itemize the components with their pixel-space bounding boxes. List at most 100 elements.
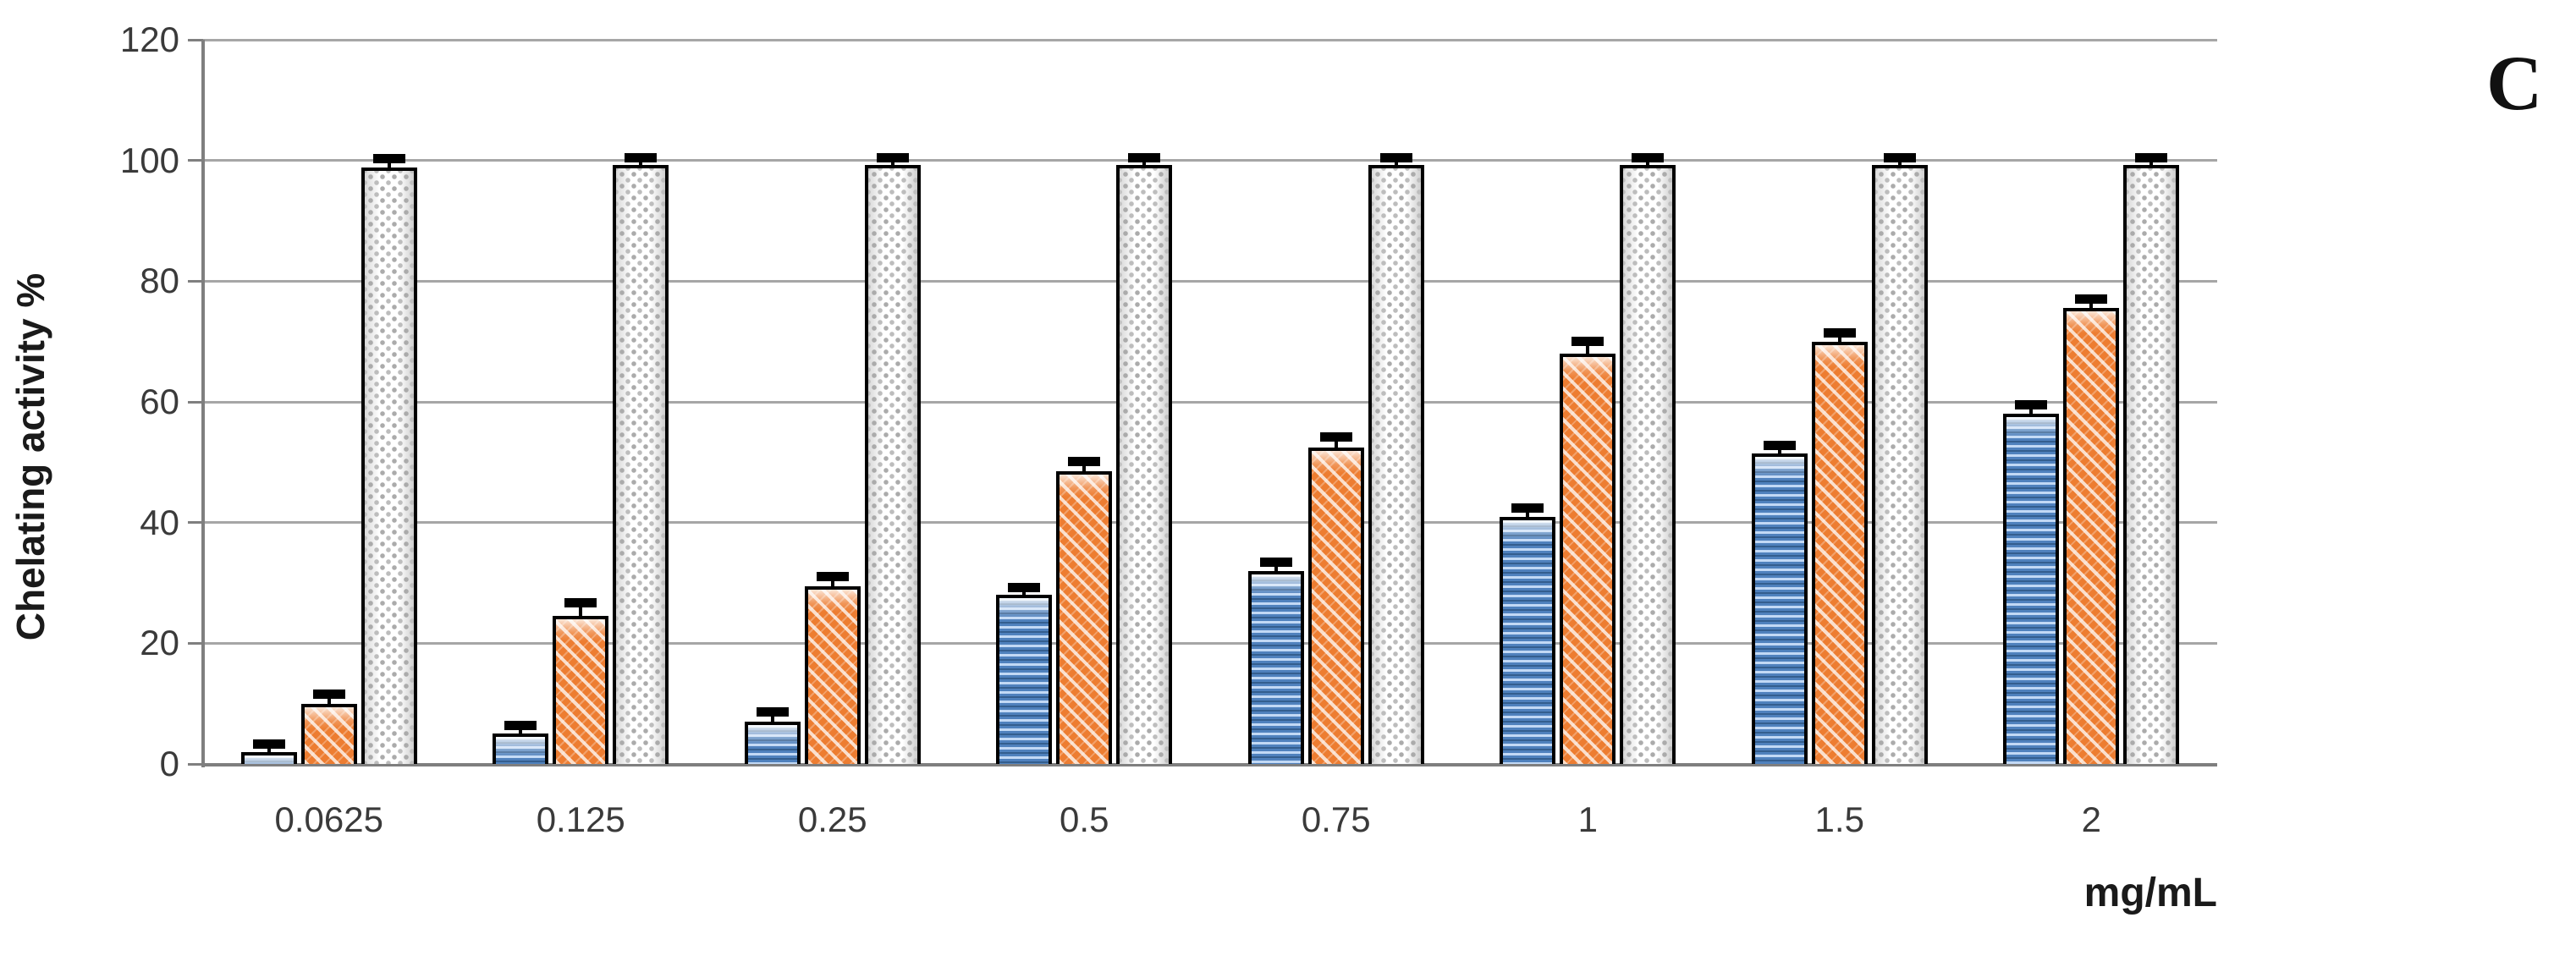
error-bar-cap — [2135, 152, 2168, 162]
error-bar-cap — [372, 154, 405, 164]
y-axis-line — [201, 40, 205, 767]
x-tick-label: 0.75 — [1301, 799, 1371, 839]
blue-horizontal-stripe-bars-bar — [996, 595, 1053, 764]
bar-group — [1247, 40, 1424, 764]
gray-dotted-control-bars-bar — [1116, 164, 1173, 764]
error-bar-cap — [1883, 152, 1916, 162]
x-tick-label: 0.0625 — [274, 799, 383, 839]
blue-horizontal-stripe-bars-bar — [1500, 516, 1556, 764]
error-bar — [816, 571, 849, 590]
error-bar — [756, 707, 789, 726]
error-bar — [1319, 432, 1352, 451]
x-tick-label: 0.5 — [1060, 799, 1109, 839]
error-bar-cap — [1511, 503, 1544, 514]
x-axis-line — [203, 762, 2217, 766]
orange-diagonal-stripe-bars-bar — [553, 616, 609, 764]
blue-horizontal-stripe-bars-bar — [493, 733, 549, 764]
gray-dotted-control-bars-bar — [1368, 164, 1424, 764]
y-axis-tick — [188, 762, 203, 766]
y-axis-tick — [188, 400, 203, 404]
gray-dotted-control-bars-bar — [864, 164, 921, 764]
gridline — [203, 400, 2217, 404]
y-axis-tick — [188, 641, 203, 645]
orange-diagonal-stripe-bars-bar — [300, 703, 357, 764]
error-bar-cap — [564, 598, 597, 608]
error-bar-cap — [1763, 441, 1796, 451]
error-bar — [252, 739, 285, 755]
error-bar-cap — [1128, 152, 1161, 162]
orange-diagonal-stripe-bars-bar — [1056, 471, 1113, 764]
orange-diagonal-stripe-bars-bar — [804, 585, 861, 764]
y-tick-label: 40 — [140, 502, 179, 542]
blue-horizontal-stripe-bars-bar — [2003, 414, 2060, 764]
gray-dotted-control-bars-bar — [613, 164, 669, 764]
blue-horizontal-stripe-bars-bar — [1247, 570, 1304, 764]
error-bar — [372, 154, 405, 172]
panel-letter-label: C — [2486, 40, 2543, 126]
error-bar-cap — [1571, 337, 1604, 347]
x-axis-title: mg/mL — [2083, 871, 2217, 915]
orange-diagonal-stripe-bars-bar — [1811, 341, 1868, 764]
error-bar-cap — [1632, 152, 1665, 162]
bar-group — [1751, 40, 1928, 764]
gridline — [203, 159, 2217, 162]
error-bar — [1571, 337, 1604, 357]
y-tick-label: 60 — [140, 382, 179, 421]
y-tick-label: 0 — [159, 744, 179, 783]
error-bar-cap — [1259, 557, 1292, 567]
error-bar-cap — [504, 721, 537, 731]
error-bar-cap — [1379, 152, 1412, 162]
error-bar — [1511, 503, 1544, 520]
bar-group — [2003, 40, 2180, 764]
blue-horizontal-stripe-bars-bar — [1751, 453, 1808, 764]
error-bar-stem — [1586, 337, 1590, 357]
y-tick-label: 120 — [119, 19, 179, 59]
error-bar — [1632, 152, 1665, 168]
error-bar-cap — [756, 707, 789, 717]
error-bar — [2015, 399, 2048, 418]
error-bar-cap — [252, 739, 285, 750]
error-bar — [2075, 294, 2108, 312]
y-tick-label: 100 — [119, 140, 179, 180]
gridline — [203, 641, 2217, 645]
orange-diagonal-stripe-bars-bar — [1307, 447, 1364, 764]
error-bar — [1008, 583, 1041, 599]
x-tick-label: 0.125 — [536, 799, 625, 839]
gray-dotted-control-bars-bar — [1620, 164, 1676, 764]
error-bar-cap — [1008, 583, 1041, 593]
y-axis-tick — [188, 279, 203, 283]
gray-dotted-control-bars-bar — [1871, 164, 1928, 764]
bar-group — [1500, 40, 1676, 764]
error-bar — [1068, 457, 1101, 475]
error-bar — [1883, 152, 1916, 168]
y-tick-label: 80 — [140, 261, 179, 301]
error-bar — [1259, 557, 1292, 574]
error-bar-cap — [2015, 399, 2048, 409]
error-bar — [1379, 152, 1412, 168]
error-bar-cap — [816, 571, 849, 581]
error-bar-stem — [579, 598, 583, 620]
blue-horizontal-stripe-bars-bar — [744, 722, 801, 764]
x-tick-label: 2 — [2081, 799, 2101, 839]
y-tick-label: 20 — [140, 623, 179, 663]
error-bar-cap — [876, 152, 909, 162]
error-bar-cap — [1319, 432, 1352, 442]
y-axis-tick — [188, 159, 203, 162]
y-axis-tick — [188, 521, 203, 525]
x-tick-label: 1.5 — [1814, 799, 1864, 839]
error-bar — [1128, 152, 1161, 168]
x-tick-label: 0.25 — [797, 799, 867, 839]
error-bar-cap — [312, 689, 345, 699]
orange-diagonal-stripe-bars-bar — [2063, 308, 2120, 764]
gridline — [203, 521, 2217, 525]
error-bar-cap — [1068, 457, 1101, 467]
y-axis-title: Chelating activity % — [8, 272, 52, 641]
gray-dotted-control-bars-bar — [361, 168, 417, 764]
error-bar — [2135, 152, 2168, 168]
orange-diagonal-stripe-bars-bar — [1560, 353, 1616, 764]
gridline — [203, 279, 2217, 283]
bar-group — [493, 40, 669, 764]
error-bar — [876, 152, 909, 168]
gridline — [203, 38, 2217, 41]
